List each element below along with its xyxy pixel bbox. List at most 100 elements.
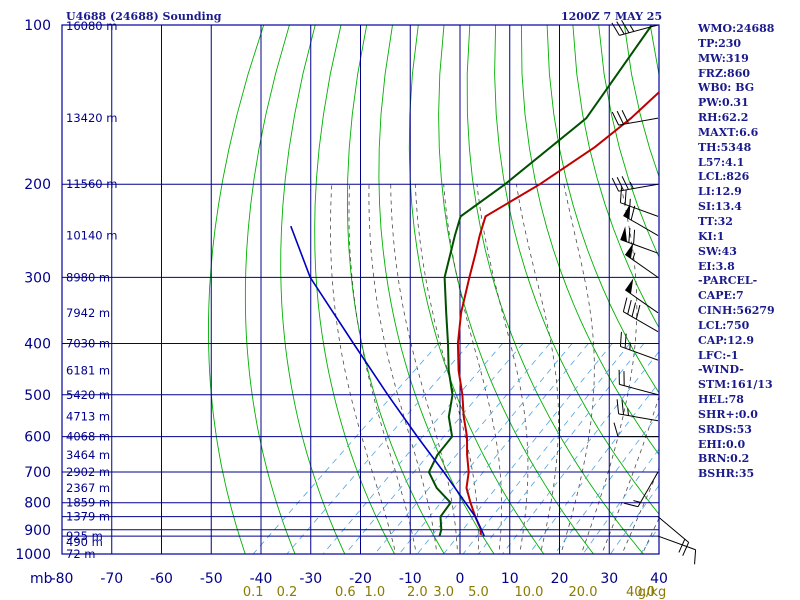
wind-barb [623, 471, 659, 508]
wind-barb-feather [630, 205, 636, 221]
mixing-ratio-line [502, 350, 659, 554]
wind-barb-feather [619, 331, 622, 347]
sounding-index-item: -WIND- [698, 363, 744, 377]
wind-barb [611, 110, 659, 126]
height-label: 2902 m [66, 465, 110, 479]
plot-frame [61, 24, 660, 555]
wind-barb-feather [611, 177, 620, 192]
moist-adiabat-line [348, 184, 417, 554]
chart-title: U4688 (24688) Sounding [66, 10, 222, 23]
wind-barb-feather [628, 228, 631, 243]
wind-barb [619, 331, 659, 361]
pressure-tick-label: 800 [24, 496, 51, 512]
wind-barb-feather [694, 549, 697, 565]
sounding-index-item: KI:1 [698, 229, 725, 243]
height-label: 16080 m [66, 19, 117, 33]
pressure-tick-label: 1000 [15, 547, 51, 563]
wind-barb-pennant [625, 278, 634, 294]
dry-adiabat-line [346, 25, 445, 554]
wind-barb-feather [616, 177, 624, 191]
height-label: 6181 m [66, 364, 110, 378]
wind-barb [620, 226, 659, 254]
pressure-tick-label: 400 [24, 336, 51, 352]
moist-adiabat-line [476, 184, 529, 554]
temperature-tick-label: -50 [200, 571, 223, 587]
dry-adiabat-line [520, 25, 659, 456]
isobar-isotherm-grid [61, 24, 660, 555]
mixing-ratio-label: 10.0 [514, 585, 543, 600]
wind-barb-shaft [619, 24, 659, 36]
temperature-tick-label: -20 [349, 571, 372, 587]
temperature-tick-label: -70 [100, 571, 123, 587]
wind-barb-feather [616, 21, 625, 35]
chart-timestamp: 1200Z 7 MAY 25 [561, 10, 662, 23]
height-label: 490 m [66, 535, 103, 549]
mixing-ratio-line [582, 448, 659, 554]
moist-adiabat-line [414, 184, 479, 554]
wind-barb [622, 297, 659, 333]
pressure-tick-label: 600 [24, 430, 51, 446]
sounding-index-item: SW:43 [698, 244, 737, 258]
sounding-index-item: BSHR:35 [698, 467, 755, 481]
moist-adiabat-line [580, 184, 638, 554]
sounding-index-item: LFC:-1 [698, 348, 739, 362]
dry-adiabat-line [572, 25, 659, 329]
wind-barb-shaft [618, 117, 659, 126]
mixing-ratio-line [477, 343, 645, 554]
wind-barb-feather [682, 542, 690, 556]
wind-barb-feather [621, 400, 625, 415]
wind-barb-half-feather [629, 342, 631, 350]
mixing-ratio-label: 40.0 [626, 585, 655, 600]
mixing-ratio-line [609, 484, 659, 554]
temperature-tick-label: 40 [650, 571, 668, 587]
sounding-index-item: LCL:826 [698, 170, 750, 184]
wind-barb-shaft [618, 183, 659, 192]
sounding-index-item: CINH:56279 [698, 304, 775, 318]
wind-barb-feather [627, 299, 632, 315]
wind-barb-feather [616, 110, 624, 125]
height-label: 4713 m [66, 410, 110, 424]
wind-barb [657, 535, 697, 565]
wind-barb [618, 369, 659, 396]
mixing-ratio-label: 20.0 [569, 585, 598, 600]
wind-barb-pennant [623, 203, 631, 220]
temperature-tick-label: -40 [250, 571, 273, 587]
mixing-ratio-lines [252, 343, 659, 554]
wind-barb-feather [621, 176, 629, 190]
wind-barb-shaft [620, 345, 659, 361]
height-label: 4068 m [66, 430, 110, 444]
mixing-ratio-label: 0.2 [277, 585, 298, 600]
wind-barb-shaft [618, 413, 659, 422]
mixing-ratio-label: 3.0 [433, 585, 454, 600]
height-label: 13420 m [66, 111, 117, 125]
sounding-index-item: EHI:0.0 [698, 437, 746, 451]
mixing-ratio-unit-label: g/kg [638, 585, 666, 600]
height-label: 72 m [66, 547, 96, 561]
wind-barb-half-feather [629, 24, 635, 32]
pressure-tick-label: 300 [24, 270, 51, 286]
temperature-tick-label: -10 [399, 571, 422, 587]
sounding-index-item: STM:161/13 [698, 378, 773, 392]
pressure-tick-label: 900 [24, 523, 51, 539]
wind-barb-feather [623, 502, 639, 508]
height-label: 11560 m [66, 177, 117, 191]
wind-barb-shaft [623, 311, 659, 333]
profile-series [290, 25, 659, 537]
wind-barb [624, 242, 659, 278]
height-label: 10140 m [66, 229, 117, 243]
sounding-index-item: SRDS:53 [698, 422, 752, 436]
wind-barb-shaft [620, 239, 659, 254]
sounding-index-item: FRZ:860 [698, 66, 751, 80]
pressure-tick-label: 200 [24, 177, 51, 193]
wind-barb-pennant [620, 226, 627, 242]
sounding-index-item: SI:13.4 [698, 200, 742, 214]
wind-barb [616, 399, 659, 422]
mixing-ratio-line [416, 343, 589, 554]
wind-barb-feather [616, 399, 620, 414]
temperature-tick-label: 10 [501, 571, 519, 587]
mixing-ratio-line [554, 412, 659, 554]
sounding-index-item: BRN:0.2 [698, 452, 750, 466]
wind-barb [624, 278, 659, 314]
wind-barbs [611, 20, 697, 565]
